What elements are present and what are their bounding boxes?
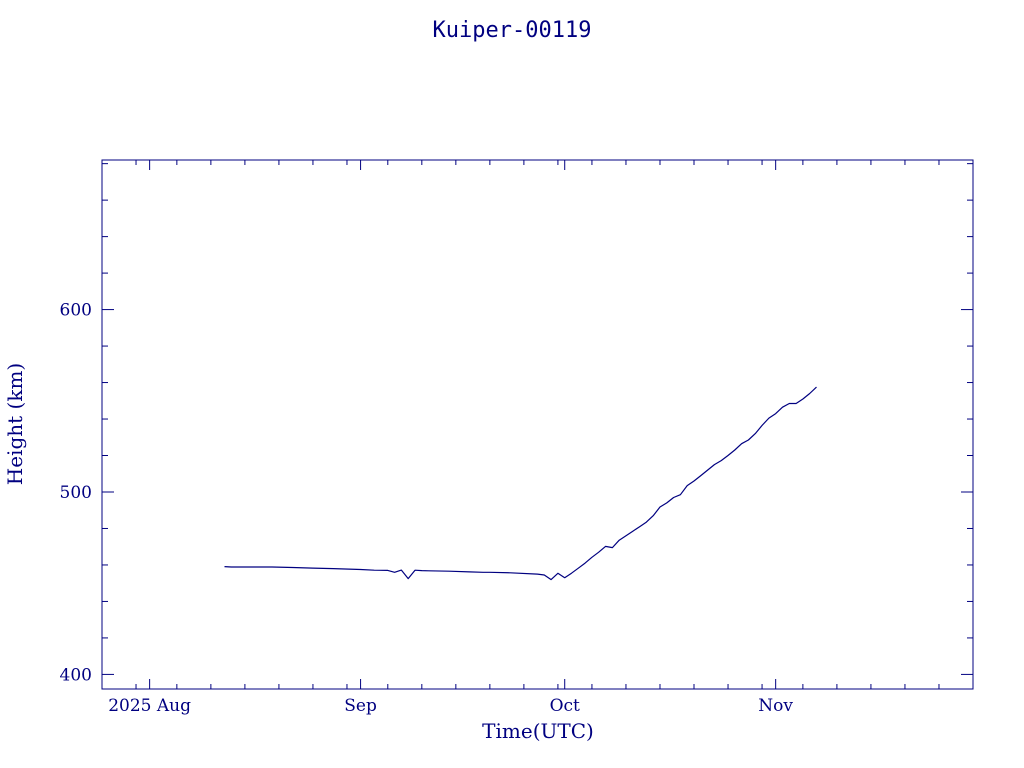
height-series-line (224, 386, 817, 581)
x-tick-label: Sep (344, 696, 377, 716)
y-tick-label: 400 (60, 665, 92, 685)
x-tick-label: Nov (758, 696, 793, 716)
y-tick-label: 500 (60, 483, 92, 503)
x-axis-label: Time(UTC) (482, 719, 594, 743)
x-tick-label: Oct (550, 696, 580, 716)
y-axis-label: Height (km) (3, 363, 27, 485)
y-axis-ticks (102, 163, 973, 675)
x-tick-label: 2025 Aug (108, 696, 191, 716)
x-axis-tick-labels: 2025 Aug Sep Oct Nov (108, 696, 793, 716)
chart-title: Kuiper-00119 (433, 18, 592, 43)
x-axis-ticks (135, 160, 940, 689)
y-tick-label: 600 (60, 301, 92, 321)
plot-frame (101, 159, 974, 690)
y-axis-tick-labels: 400 500 600 (60, 301, 92, 686)
